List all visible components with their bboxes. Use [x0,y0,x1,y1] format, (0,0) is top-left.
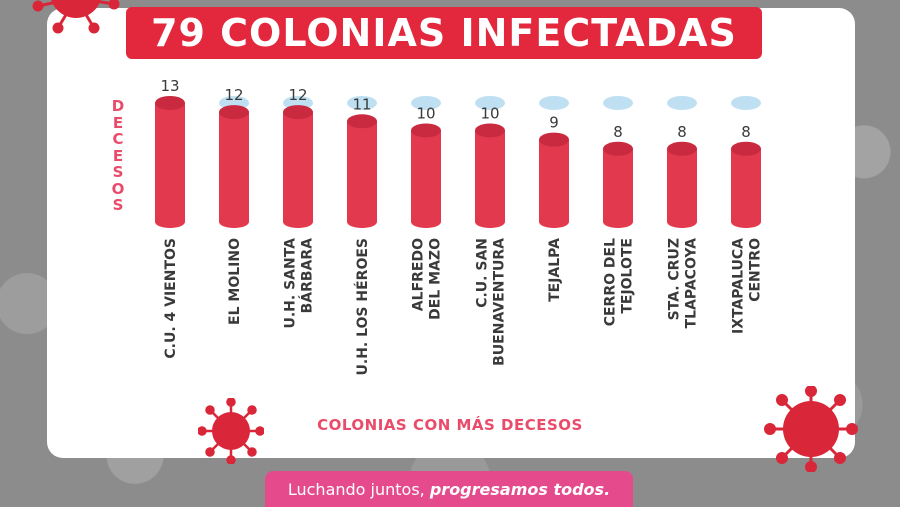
bar-empty-cap [667,96,697,110]
y-axis-label-letter: E [112,113,124,132]
bar-top-cap [155,96,185,110]
category-label-line: TEJOLOTE [620,238,636,314]
bar-top-cap [219,105,249,120]
bar-top-cap [539,132,569,147]
bar-value-label: 8 [677,123,687,141]
slogan-text-part1: Luchando juntos, [287,479,430,499]
bar-value-label: 8 [741,123,751,141]
category-label: U.H. LOS HÉROES [354,238,371,375]
category-label-line: DEL MAZO [428,238,444,320]
page-title: 79 COLONIAS INFECTADAS [126,7,762,59]
category-label: EL MOLINO [227,238,243,325]
category-label: C.U. SAN BUENAVENTURA [475,238,508,366]
category-label-line: TEJALPA [547,238,563,302]
category-label: ALFREDO DEL MAZO [411,238,444,320]
bar-value-label: 13 [160,77,179,95]
bar [283,112,313,222]
bar-base [539,216,569,228]
bar-base [219,216,249,228]
category-label-line: TLAPACOYA [684,238,700,329]
category-label-line: EL MOLINO [227,238,243,325]
bar-base [667,216,697,228]
bar-top-cap [347,114,377,129]
y-axis-label-letter: E [112,146,124,165]
bar [155,103,185,222]
bar-empty-cap [347,96,377,110]
y-axis-label-letter: D [111,97,125,115]
bar-empty-cap [731,96,761,110]
bar [411,130,441,222]
y-axis-label-letter: C [112,130,124,148]
bar-top-cap [731,141,761,156]
infographic-card [47,8,855,458]
category-label-line: ALFREDO [411,238,427,311]
bar-top-cap [603,141,633,156]
bar-value-label: 10 [480,104,499,122]
y-axis-label-letter: O [111,179,125,198]
slogan-text-part2: progresamos todos. [429,479,611,499]
bar-value-label: 10 [416,104,435,122]
category-label-line: BUENAVENTURA [492,238,508,366]
x-axis-label: COLONIAS CON MÁS DECESOS [317,416,583,434]
category-label-line: IXTAPALUCA [731,238,747,334]
category-label-line: C.U. SAN [475,238,491,308]
category-label-line: CENTRO [748,238,764,302]
bar [731,148,761,222]
bar [475,130,505,222]
bar-value-label: 12 [224,86,243,104]
category-label-line: STA. CRUZ [667,238,683,320]
bar-empty-cap [475,96,505,110]
category-label-line: U.H. SANTA [283,238,299,329]
category-label: U.H. SANTA BÁRBARA [283,238,316,329]
category-label: CERRO DEL TEJOLOTE [603,238,636,326]
bar-value-label: 11 [352,95,371,113]
bar-empty-cap [539,96,569,110]
bar-base [155,216,185,228]
bar-value-label: 12 [288,86,307,104]
y-axis-label-letter: S [112,163,124,181]
bar-base [411,216,441,228]
category-label: STA. CRUZ TLAPACOYA [667,238,700,329]
y-axis-label-letter: S [112,196,124,214]
bar-value-label: 9 [549,114,559,132]
bar-empty-cap [603,96,633,110]
bar [667,148,697,222]
bar-base [347,216,377,228]
slogan-banner: Luchando juntos, progresamos todos. [265,471,633,507]
category-label-line: C.U. 4 VIENTOS [163,238,179,359]
bar [539,139,569,222]
bar [347,121,377,222]
bar [603,148,633,222]
bar-empty-cap [411,96,441,110]
category-label-line: BÁRBARA [299,238,316,314]
bar-base [603,216,633,228]
virus-icon [764,386,858,472]
bar-value-label: 8 [613,123,623,141]
bar [219,112,249,222]
virus-icon [198,398,264,464]
bar-top-cap [475,123,505,138]
bar-base [731,216,761,228]
category-label-line: U.H. LOS HÉROES [354,238,371,375]
bar-top-cap [283,105,313,120]
category-label: IXTAPALUCA CENTRO [731,238,764,334]
category-label: C.U. 4 VIENTOS [163,238,179,359]
virus-icon [32,0,120,34]
category-label-line: CERRO DEL [603,238,619,326]
bar-top-cap [667,141,697,156]
bar-top-cap [411,123,441,138]
bar-base [475,216,505,228]
bar-base [283,216,313,228]
category-label: TEJALPA [547,238,563,302]
